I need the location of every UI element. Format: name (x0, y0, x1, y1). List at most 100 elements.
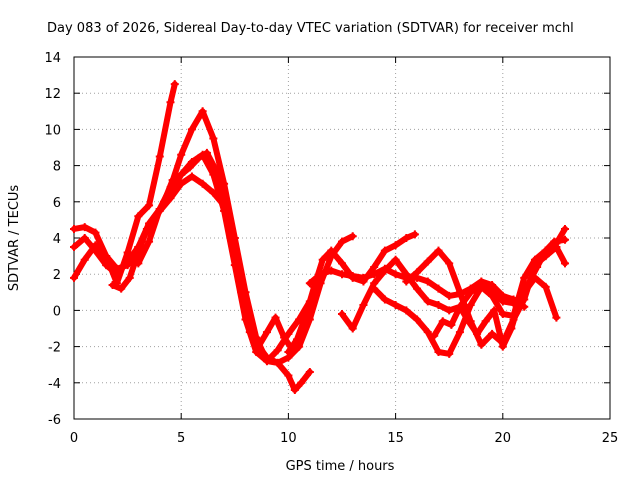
data-point (170, 80, 179, 89)
series-sat-k (430, 235, 569, 351)
data-point (455, 288, 464, 297)
data-point (123, 257, 132, 266)
y-tick-label: 10 (44, 123, 61, 138)
data-point (455, 328, 464, 337)
data-point (447, 320, 456, 329)
data-point (155, 152, 164, 161)
y-tick-label: -4 (48, 377, 61, 392)
data-point (338, 259, 346, 268)
data-point (252, 348, 261, 357)
series-sat-d (70, 172, 314, 395)
data-point (194, 154, 203, 163)
data-point (473, 329, 482, 338)
data-point (552, 243, 561, 252)
y-tick-label: 6 (53, 196, 61, 211)
data-point (477, 340, 486, 349)
data-point (310, 282, 319, 291)
series-line (71, 173, 313, 393)
data-point (464, 317, 473, 326)
data-point (177, 150, 186, 159)
data-point (295, 342, 304, 351)
series-line (71, 151, 313, 365)
data-point (402, 234, 411, 242)
data-point (198, 179, 207, 188)
data-point (228, 241, 237, 250)
data-point (142, 224, 151, 233)
data-point (271, 313, 280, 322)
data-point (151, 212, 160, 221)
data-point (391, 300, 400, 309)
data-point (316, 270, 325, 279)
data-point (560, 224, 569, 233)
data-point (70, 273, 78, 282)
series-sat-f (284, 230, 419, 357)
data-point (445, 259, 454, 268)
data-point (80, 234, 89, 242)
data-point (209, 134, 218, 143)
data-point (445, 306, 454, 315)
data-point (134, 248, 143, 257)
data-point (327, 266, 336, 275)
data-point (262, 353, 271, 362)
data-point (488, 329, 497, 338)
data-point (305, 279, 314, 288)
data-point (160, 197, 169, 206)
data-layer (70, 80, 569, 395)
data-point (209, 188, 218, 197)
data-point (434, 348, 443, 357)
series-sat-a (70, 80, 179, 288)
data-point (202, 148, 211, 157)
data-point (402, 306, 411, 315)
data-point (477, 282, 486, 291)
data-point (370, 284, 379, 293)
data-point (445, 291, 454, 300)
data-point (541, 282, 550, 291)
data-point (145, 201, 154, 210)
data-point (380, 246, 389, 255)
data-point (413, 268, 422, 277)
data-point (524, 279, 533, 288)
y-tick-label: -6 (48, 413, 61, 428)
data-point (280, 333, 289, 342)
data-point (488, 291, 497, 300)
data-point (430, 331, 439, 340)
data-point (490, 306, 499, 315)
data-point (102, 261, 111, 270)
series-line (431, 236, 568, 350)
data-point (338, 310, 346, 319)
data-point (70, 224, 78, 233)
data-point (108, 281, 117, 290)
data-point (292, 335, 301, 344)
data-point (91, 228, 100, 237)
y-tick-label: 12 (44, 87, 61, 102)
data-point (284, 348, 293, 357)
x-tick-label: 15 (387, 431, 404, 446)
x-tick-label: 0 (70, 431, 78, 446)
data-point (423, 277, 432, 286)
data-point (498, 297, 507, 306)
data-point (391, 270, 400, 279)
data-point (533, 262, 542, 271)
data-point (123, 248, 132, 257)
data-point (455, 302, 464, 311)
data-point (70, 243, 78, 252)
data-point (434, 300, 443, 309)
data-point (370, 270, 379, 279)
data-point (273, 346, 282, 355)
data-point (359, 273, 368, 282)
data-point (185, 163, 194, 172)
data-point (402, 270, 411, 279)
x-axis-label: GPS time / hours (286, 459, 395, 474)
series-sat-b (70, 150, 314, 366)
data-point (515, 295, 524, 304)
y-tick-label: 4 (53, 232, 61, 247)
series-sat-e (108, 148, 297, 355)
data-point (434, 284, 443, 293)
data-point (348, 232, 357, 241)
data-point (245, 328, 254, 337)
data-point (318, 255, 327, 264)
data-point (80, 223, 89, 232)
data-point (391, 241, 400, 250)
data-point (187, 172, 196, 181)
